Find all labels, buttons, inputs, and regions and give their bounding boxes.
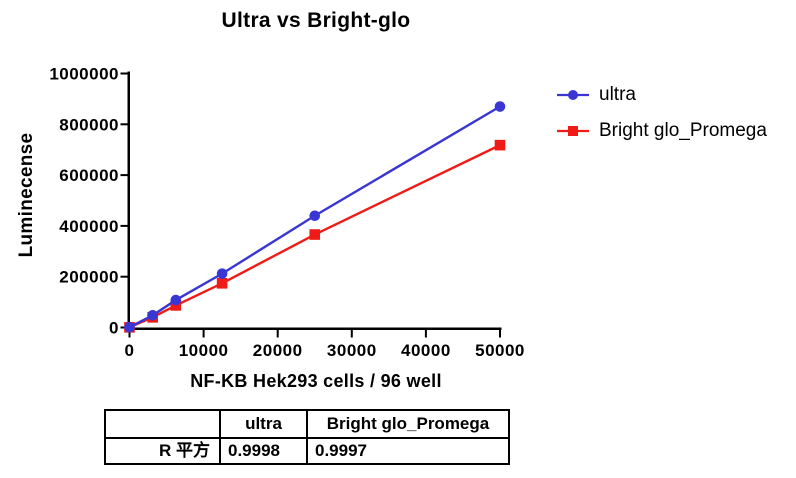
data-point-ultra — [216, 268, 228, 279]
table-header-ultra: ultra — [219, 409, 308, 439]
legend: ultra Bright glo_Promega — [556, 84, 767, 141]
data-point-Bright glo_Promega — [170, 300, 182, 311]
plot-area: 0 200000 400000 600000 800000 1000000 0 10000 20… — [49, 65, 525, 361]
table-header-bright-glo: Bright glo_Promega — [306, 409, 510, 439]
table-row-label: R 平方 — [104, 437, 221, 465]
data-point-ultra — [147, 310, 158, 321]
y-tick-label: 1000000 — [49, 65, 119, 84]
table-row-r-squared: R 平方 0.9998 0.9997 — [104, 437, 510, 465]
y-tick-label: 600000 — [59, 166, 119, 185]
legend-marker-circle-icon — [557, 89, 589, 100]
x-tick-label: 10000 — [179, 341, 229, 360]
y-tick-label: 400000 — [59, 217, 119, 236]
r-squared-table: ultra Bright glo_Promega R 平方 0.9998 0.9… — [104, 409, 510, 465]
data-point-ultra — [494, 101, 506, 112]
table-header-row: ultra Bright glo_Promega — [104, 409, 510, 439]
data-point-ultra — [124, 321, 135, 333]
x-tick-label: 20000 — [253, 341, 303, 360]
table-value-bright-glo: 0.9997 — [306, 437, 510, 465]
legend-item-ultra: ultra — [556, 84, 767, 105]
x-tick-label: 30000 — [327, 341, 377, 360]
data-point-Bright glo_Promega — [216, 278, 228, 289]
legend-point — [568, 89, 578, 100]
data-point-ultra — [170, 294, 182, 306]
x-axis-title: NF-KB Hek293 cells / 96 well — [190, 371, 442, 391]
legend-label: ultra — [599, 83, 636, 105]
y-tick-label: 0 — [109, 319, 119, 338]
data-point-Bright glo_Promega — [494, 139, 506, 151]
table-value-ultra: 0.9998 — [219, 437, 308, 465]
y-tick-label: 800000 — [59, 115, 119, 134]
x-tick-label: 50000 — [475, 341, 525, 360]
table-cell-empty — [104, 409, 221, 439]
x-tick-label: 40000 — [401, 341, 451, 360]
legend-point — [568, 125, 578, 136]
legend-marker-square-icon — [557, 125, 589, 136]
y-tick-label: 200000 — [59, 268, 119, 287]
legend-label: Bright glo_Promega — [599, 119, 767, 141]
x-tick-label: 0 — [125, 341, 135, 360]
data-point-Bright glo_Promega — [309, 229, 321, 240]
legend-item-bright-glo: Bright glo_Promega — [556, 120, 767, 141]
chart-title: Ultra vs Bright-glo — [221, 9, 411, 32]
data-point-ultra — [309, 210, 321, 222]
